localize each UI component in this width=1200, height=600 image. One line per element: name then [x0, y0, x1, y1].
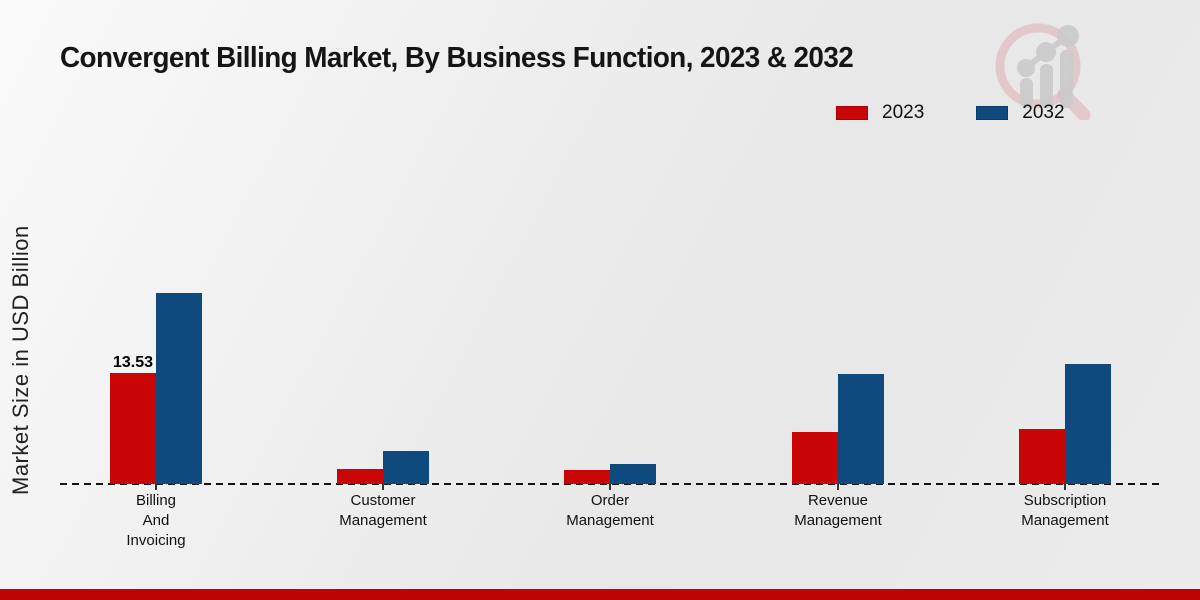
market-research-logo-watermark	[995, 23, 1091, 120]
bar-value-label: 13.53	[112, 354, 154, 371]
x-axis-tick	[609, 484, 611, 490]
x-axis-tick	[382, 484, 384, 490]
bar-2032-billing-and-invoicing	[156, 293, 202, 484]
legend-swatch-2032	[976, 106, 1009, 120]
bar-2023-billing-and-invoicing	[110, 373, 156, 484]
chart-title: Convergent Billing Market, By Business F…	[60, 42, 854, 74]
bar-group-customer-management	[337, 0, 429, 484]
bar-group-revenue-management	[792, 0, 884, 484]
legend-label-2023: 2023	[882, 102, 925, 123]
bar-group-billing-and-invoicing: 13.53	[110, 0, 202, 484]
y-axis-label: Market Size in USD Billion	[8, 225, 33, 495]
bar-2032-subscription-management	[1065, 364, 1111, 484]
category-label-subscription-management: Subscription Management	[1021, 492, 1109, 529]
legend-item-2032: 2032	[976, 102, 1065, 124]
bar-2023-customer-management	[337, 469, 383, 484]
legend-label-2032: 2032	[1022, 102, 1065, 123]
bar-chart-glyph-icon	[1017, 25, 1079, 108]
bar-2023-revenue-management	[792, 432, 838, 484]
bar-group-order-management	[564, 0, 656, 484]
category-label-order-management: Order Management	[566, 492, 654, 529]
footer-accent-bar	[0, 589, 1200, 600]
legend-swatch-2023	[836, 106, 868, 120]
bar-group-subscription-management	[1019, 0, 1111, 484]
bar-2023-subscription-management	[1019, 429, 1065, 484]
legend: 2023 2032	[836, 102, 1065, 124]
x-axis-tick	[1064, 484, 1066, 490]
category-label-billing-and-invoicing: Billing And Invoicing	[126, 492, 186, 549]
bar-2032-customer-management	[383, 451, 429, 484]
category-label-customer-management: Customer Management	[339, 492, 427, 529]
x-axis-tick	[155, 484, 157, 490]
bar-chart: Billing And Invoicing 13.53 Customer Manag…	[60, 0, 1160, 549]
bar-2032-revenue-management	[838, 374, 884, 484]
magnifier-ring-icon	[995, 23, 1081, 109]
x-axis-tick	[837, 484, 839, 490]
bar-2023-order-management	[564, 470, 610, 484]
legend-item-2023: 2023	[836, 102, 924, 124]
bar-2032-order-management	[610, 464, 656, 484]
category-label-revenue-management: Revenue Management	[794, 492, 882, 529]
